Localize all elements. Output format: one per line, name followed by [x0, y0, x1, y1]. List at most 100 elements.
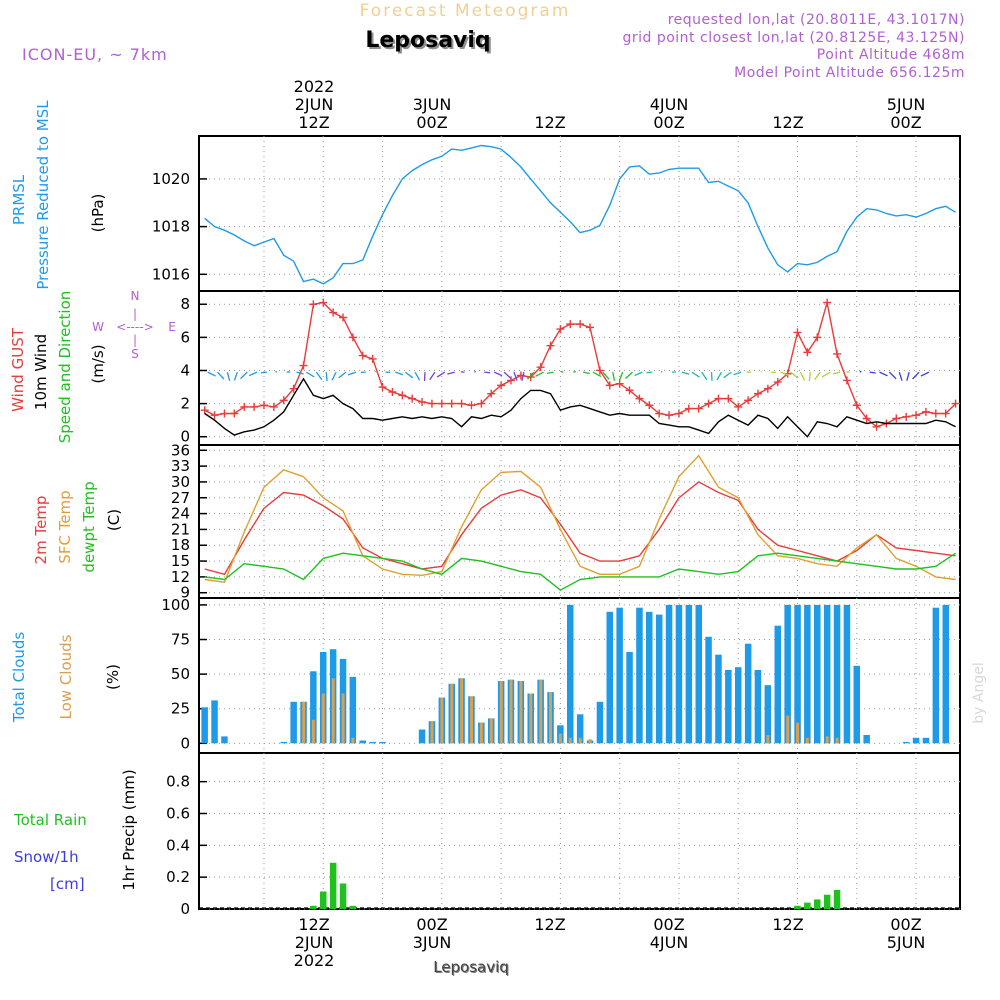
- low-clouds-bar: [302, 701, 306, 744]
- total-clouds-bar: [932, 607, 940, 744]
- total-clouds-bar: [201, 707, 208, 744]
- compass-arrow: <---->: [116, 320, 153, 334]
- gust-point: [951, 399, 960, 408]
- total-clouds-bar: [735, 667, 742, 744]
- total-clouds-bar: [606, 611, 613, 744]
- total-clouds-bar: [685, 604, 693, 744]
- rain-bar: [329, 862, 337, 909]
- low-clouds-bar: [796, 722, 799, 744]
- wind-labels: Wind GUST 10m Wind Speed and Direction (…: [9, 289, 176, 443]
- top-hour-label: 12Z: [298, 113, 329, 132]
- low-clouds-bar: [539, 679, 543, 744]
- gust-point: [803, 348, 812, 357]
- total-clouds-bar: [754, 670, 762, 744]
- rain-bar: [339, 883, 347, 909]
- wind-direction-arrow: [691, 371, 700, 378]
- wind-direction-arrow: [602, 371, 610, 380]
- wind-direction-arrow: [414, 371, 421, 381]
- panel-frames: [198, 135, 961, 910]
- gust-point: [704, 399, 713, 408]
- y-tick-label: 0: [180, 428, 190, 446]
- low-clouds-bar: [321, 693, 325, 744]
- wind-direction-arrow: [484, 371, 491, 374]
- model-altitude: Model Point Altitude 656.125m: [734, 65, 965, 81]
- ytick-layer: 1016101810200246891215182124273033360255…: [152, 170, 190, 918]
- gust-point: [605, 381, 614, 390]
- total-clouds-bar: [705, 636, 712, 744]
- precip-label-snow: Snow/1h: [14, 848, 79, 866]
- wind-direction-arrow: [780, 371, 789, 376]
- low-clouds-bar: [558, 733, 562, 744]
- gust-point: [467, 401, 476, 410]
- total-clouds-bar: [784, 604, 791, 744]
- low-clouds-bar: [825, 736, 829, 744]
- gust-point: [299, 361, 308, 370]
- gust-point: [269, 402, 278, 411]
- total-clouds-bar: [725, 670, 732, 744]
- gust-point: [921, 407, 930, 416]
- footer-location-shadow: Leposaviq: [434, 959, 510, 977]
- wind-direction-arrow: [681, 371, 690, 375]
- point-altitude: Point Altitude 468m: [817, 47, 965, 63]
- gust-point: [793, 328, 802, 337]
- wind-direction-arrow: [799, 371, 806, 381]
- location-title-shadow: Leposaviq: [367, 30, 492, 55]
- gust-point: [813, 333, 822, 342]
- wind-direction-arrow: [832, 371, 841, 375]
- wind-label-unit: (m/s): [89, 344, 107, 383]
- location-title: Leposaviq: [365, 28, 490, 53]
- total-clouds-bar: [912, 737, 920, 744]
- wind-direction-arrow: [521, 371, 525, 381]
- series-dewpt-temp: [204, 552, 956, 591]
- total-clouds-bar: [675, 604, 683, 744]
- wind-label-speed-direction: Speed and Direction: [56, 291, 74, 444]
- gust-point: [457, 399, 466, 408]
- gust-point: [427, 399, 436, 408]
- low-clouds-bar: [331, 678, 335, 744]
- total-clouds-bar: [290, 701, 297, 744]
- total-clouds-bar: [833, 604, 841, 744]
- top-day-label: 5JUN: [887, 95, 926, 114]
- bottom-day-label: 3JUN: [413, 933, 452, 952]
- total-clouds-bar: [853, 665, 860, 744]
- y-tick-label: 15: [171, 552, 190, 570]
- y-tick-label: 0: [180, 734, 190, 752]
- gust-point: [200, 406, 209, 415]
- bottom-time-axis: 12Z 2JUN 2022 00Z 3JUN 12Z 00Z 4JUN 12Z …: [294, 915, 926, 970]
- total-clouds-bar: [221, 736, 228, 744]
- y-tick-label: 0.6: [166, 804, 190, 822]
- total-clouds-bar: [596, 701, 604, 744]
- wind-direction-arrow: [869, 371, 876, 374]
- compass-north: N: [131, 289, 140, 303]
- gust-point: [635, 394, 644, 403]
- bottom-hour-label: 12Z: [298, 915, 329, 934]
- rain-bar: [833, 889, 841, 909]
- wind-direction-arrow: [347, 371, 357, 376]
- compass-ns-bar: |: [133, 333, 137, 347]
- wind-panel-frame: [198, 290, 961, 446]
- y-tick-label: 100: [161, 596, 190, 614]
- total-clouds-bar: [823, 604, 831, 744]
- total-clouds-bar: [567, 604, 574, 744]
- pressure-label-prmsl: PRMSL: [10, 174, 28, 225]
- wind-direction-arrow: [338, 371, 347, 379]
- total-clouds-bar: [636, 607, 643, 744]
- wind-direction-arrow: [546, 371, 554, 375]
- wind-direction-arrow: [723, 371, 732, 379]
- total-clouds-bar: [804, 604, 811, 744]
- gust-point: [595, 366, 604, 375]
- gust-point: [329, 308, 338, 317]
- low-clouds-bar: [430, 721, 434, 744]
- wind-direction-arrow: [821, 371, 831, 378]
- wind-direction-arrow: [527, 371, 535, 380]
- total-clouds-bar: [695, 604, 702, 744]
- y-tick-label: 50: [171, 665, 190, 683]
- gust-point: [744, 396, 753, 405]
- gust-point: [674, 409, 683, 418]
- wind-direction-arrow: [808, 372, 811, 381]
- total-clouds-bar: [902, 741, 910, 744]
- compass-south: S: [131, 347, 139, 361]
- total-clouds-bar: [863, 735, 870, 744]
- pressure-labels: PRMSL Pressure Reduced to MSL (hPa): [10, 100, 107, 290]
- gust-point: [358, 351, 367, 360]
